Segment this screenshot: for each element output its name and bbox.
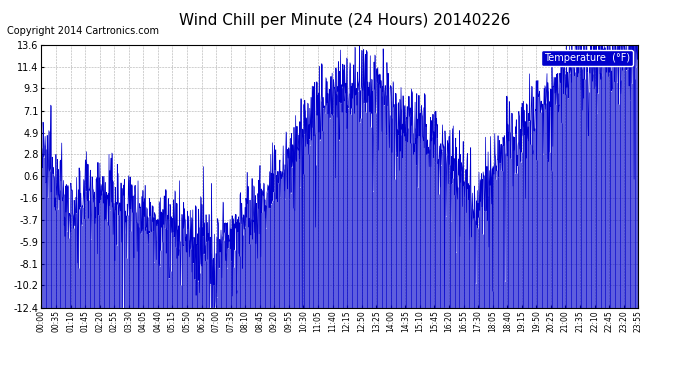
Text: Copyright 2014 Cartronics.com: Copyright 2014 Cartronics.com — [7, 26, 159, 36]
Text: Wind Chill per Minute (24 Hours) 20140226: Wind Chill per Minute (24 Hours) 2014022… — [179, 13, 511, 28]
Legend: Temperature  (°F): Temperature (°F) — [542, 50, 633, 66]
